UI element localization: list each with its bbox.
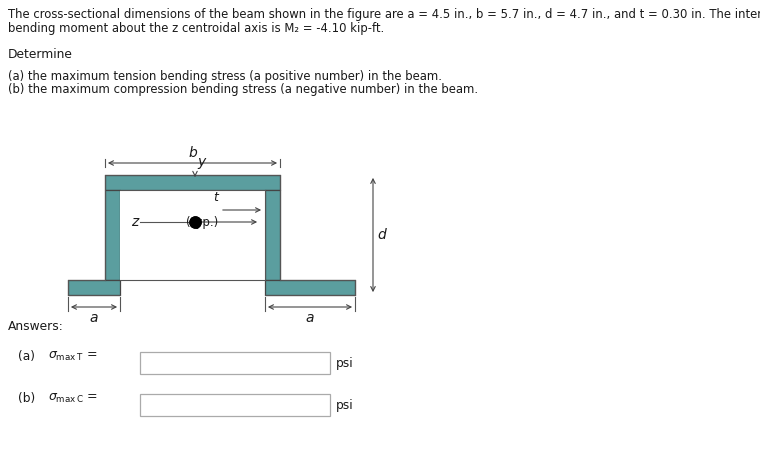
Text: (a) the maximum tension bending stress (a positive number) in the beam.: (a) the maximum tension bending stress (…	[8, 70, 442, 83]
Bar	[120, 190, 265, 280]
Bar	[140, 352, 330, 374]
Text: (b): (b)	[18, 392, 35, 405]
Text: bending moment about the z centroidal axis is M₂ = -4.10 kip-ft.: bending moment about the z centroidal ax…	[8, 22, 385, 35]
Bar	[265, 280, 355, 295]
Bar	[105, 175, 280, 190]
Bar	[105, 190, 120, 280]
Bar	[140, 394, 330, 416]
Polygon shape	[191, 218, 195, 226]
Text: $\sigma_{\rm max\,T}$ =: $\sigma_{\rm max\,T}$ =	[48, 350, 97, 363]
Bar	[68, 280, 120, 295]
Text: psi: psi	[336, 399, 353, 411]
Text: z: z	[131, 215, 138, 229]
Text: a: a	[306, 311, 314, 325]
Text: a: a	[90, 311, 98, 325]
Text: d: d	[377, 228, 386, 242]
Text: psi: psi	[336, 356, 353, 370]
Bar	[265, 190, 280, 280]
Text: y: y	[197, 155, 205, 169]
Text: Answers:: Answers:	[8, 320, 64, 333]
Text: $\sigma_{\rm max\,C}$ =: $\sigma_{\rm max\,C}$ =	[48, 392, 98, 405]
Text: (a): (a)	[18, 350, 35, 363]
Text: The cross-sectional dimensions of the beam shown in the figure are a = 4.5 in., : The cross-sectional dimensions of the be…	[8, 8, 760, 21]
Text: t: t	[213, 191, 218, 204]
Text: b: b	[188, 146, 197, 160]
Text: (b) the maximum compression bending stress (a negative number) in the beam.: (b) the maximum compression bending stre…	[8, 83, 478, 96]
Text: (typ.): (typ.)	[185, 216, 218, 229]
Text: Determine: Determine	[8, 48, 73, 61]
